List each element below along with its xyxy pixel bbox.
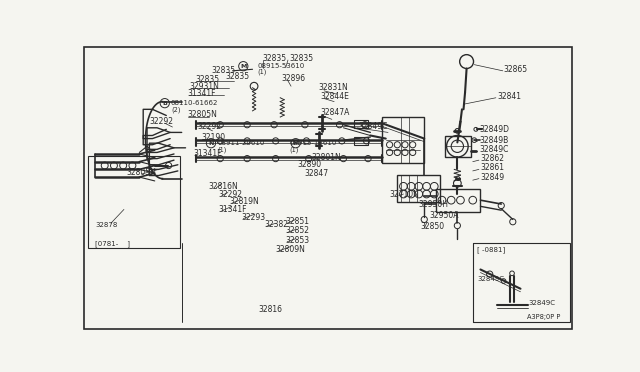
Text: 32805N: 32805N (188, 110, 218, 119)
Text: 32844E: 32844E (320, 92, 349, 101)
Text: M: M (292, 141, 299, 146)
Text: [ -0881]: [ -0881] (477, 246, 506, 253)
Text: 32849C: 32849C (358, 122, 387, 131)
Text: 32801N: 32801N (311, 153, 341, 161)
Text: 32931N: 32931N (189, 82, 220, 91)
Text: 32293: 32293 (242, 213, 266, 222)
Text: 32841: 32841 (497, 92, 522, 101)
Text: 32847: 32847 (305, 170, 329, 179)
Text: 08110-61662: 08110-61662 (171, 100, 218, 106)
Text: 32950H: 32950H (419, 199, 449, 209)
Text: 32847A: 32847A (320, 108, 349, 117)
Text: 32382: 32382 (265, 220, 289, 229)
Text: 32292: 32292 (219, 189, 243, 199)
Text: (1): (1) (257, 68, 266, 75)
Text: 08915-13610: 08915-13610 (289, 140, 337, 146)
Text: 32292: 32292 (149, 117, 173, 126)
Text: 32809N: 32809N (276, 245, 305, 254)
Text: 32831N: 32831N (319, 83, 349, 92)
Text: 31341F: 31341F (193, 150, 221, 158)
Text: [0781-    ]: [0781- ] (95, 240, 131, 247)
Text: 32849C: 32849C (477, 276, 504, 282)
Text: 32890: 32890 (297, 160, 321, 169)
Text: 32835: 32835 (211, 66, 235, 75)
Text: 32849C: 32849C (528, 300, 556, 307)
Text: B: B (163, 101, 167, 106)
Bar (88, 155, 180, 248)
Text: 32950A: 32950A (429, 211, 459, 220)
Text: 32849C: 32849C (479, 145, 508, 154)
Text: 08911-20610: 08911-20610 (217, 140, 264, 146)
Text: 32835: 32835 (225, 73, 249, 81)
Text: 32849B: 32849B (479, 136, 508, 145)
Text: 32835: 32835 (262, 54, 286, 63)
Text: 32878: 32878 (95, 222, 118, 228)
Text: 32849D: 32849D (479, 125, 509, 134)
Text: 32849: 32849 (481, 173, 504, 182)
Text: 32851: 32851 (285, 217, 310, 226)
Text: 32861: 32861 (481, 163, 504, 172)
Bar (382, 117, 424, 163)
Text: 32853: 32853 (285, 236, 310, 245)
Bar (354, 137, 368, 145)
Text: 32816: 32816 (259, 305, 282, 314)
Text: 32805N: 32805N (126, 168, 156, 177)
Text: 32865: 32865 (504, 65, 528, 74)
Text: 32835: 32835 (196, 75, 220, 84)
Text: (2): (2) (171, 106, 180, 113)
Text: N: N (208, 141, 214, 146)
Text: 32835: 32835 (289, 54, 313, 63)
Text: 32816N: 32816N (209, 182, 238, 191)
Bar (354, 120, 368, 128)
Bar (436, 189, 481, 212)
Text: 32710N: 32710N (390, 189, 419, 199)
Text: A3P8;0P P: A3P8;0P P (527, 314, 560, 320)
Text: 08915-53610: 08915-53610 (257, 63, 305, 69)
Text: 32862: 32862 (481, 154, 504, 163)
Text: 32819N: 32819N (230, 197, 259, 206)
Text: 31341F: 31341F (219, 205, 247, 214)
Text: 31341F: 31341F (188, 89, 216, 99)
Bar (473, 243, 570, 322)
Text: 32292: 32292 (197, 122, 221, 131)
Text: 32850: 32850 (420, 222, 445, 231)
Text: 32852: 32852 (285, 227, 310, 235)
Text: 32190: 32190 (201, 132, 225, 141)
Text: 32896: 32896 (282, 74, 306, 83)
Text: (1): (1) (289, 146, 299, 153)
Text: M: M (240, 64, 246, 69)
Text: (1): (1) (217, 146, 227, 153)
Bar (397, 175, 440, 202)
Bar (445, 135, 471, 157)
